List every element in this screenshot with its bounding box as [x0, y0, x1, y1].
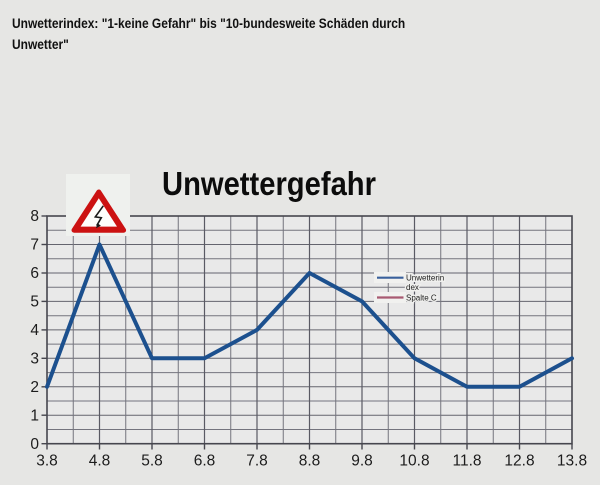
svg-text:11.8: 11.8	[452, 452, 481, 469]
svg-text:3: 3	[30, 351, 39, 368]
svg-text:Spalte C: Spalte C	[406, 293, 437, 302]
svg-text:3.8: 3.8	[36, 452, 58, 469]
svg-text:Unwetterin: Unwetterin	[406, 274, 444, 283]
svg-text:12.8: 12.8	[504, 452, 534, 469]
svg-text:4.8: 4.8	[89, 452, 111, 469]
svg-text:9.8: 9.8	[351, 452, 373, 469]
svg-text:13.8: 13.8	[557, 452, 587, 469]
svg-text:dex: dex	[406, 283, 419, 292]
svg-text:5: 5	[30, 294, 39, 311]
svg-text:0: 0	[30, 436, 39, 453]
svg-text:7: 7	[30, 237, 39, 254]
svg-text:6.8: 6.8	[194, 452, 216, 469]
svg-text:4: 4	[30, 322, 39, 339]
svg-text:7.8: 7.8	[246, 452, 268, 469]
svg-text:10.8: 10.8	[399, 452, 429, 469]
svg-text:6: 6	[30, 265, 39, 282]
svg-text:8.8: 8.8	[299, 452, 321, 469]
svg-text:5.8: 5.8	[141, 452, 163, 469]
svg-text:1: 1	[30, 407, 39, 424]
svg-text:2: 2	[30, 379, 39, 396]
svg-text:8: 8	[30, 208, 39, 225]
